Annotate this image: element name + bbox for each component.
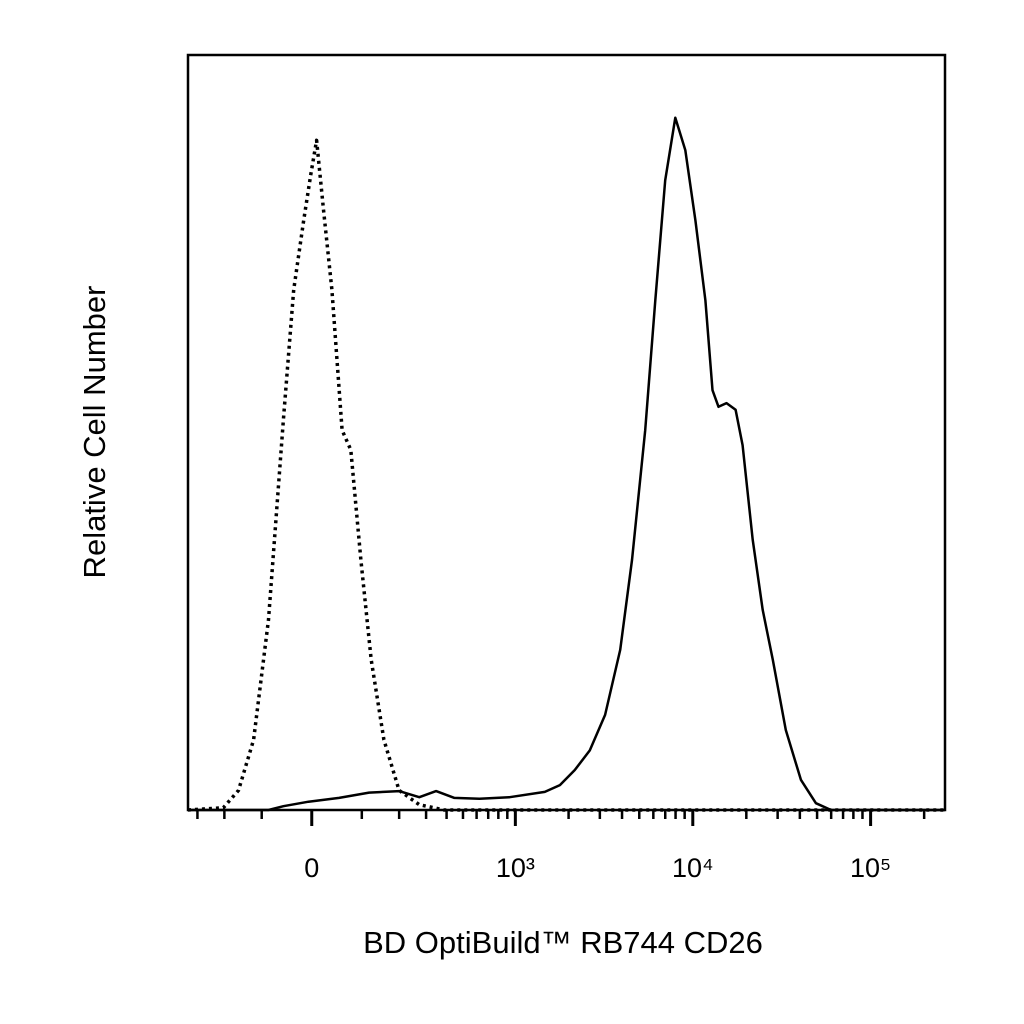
x-axis-title: BD OptiBuild™ RB744 CD26 [363, 925, 763, 960]
histogram-line [187, 138, 945, 812]
plot-frame [186, 53, 947, 812]
y-axis-title: Relative Cell Number [77, 286, 112, 579]
x-tick-label: 0 [304, 853, 319, 883]
x-tick-label: 10³ [496, 853, 535, 883]
histogram-line [188, 116, 945, 812]
x-tick-label: 10⁴ [672, 853, 714, 883]
x-tick-label: 10⁵ [850, 853, 891, 883]
